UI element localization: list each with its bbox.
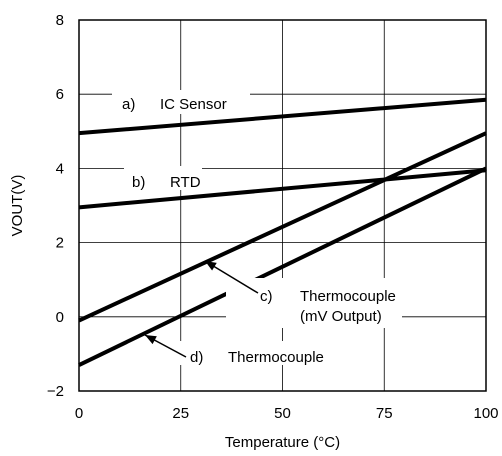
x-tick-label: 25 — [172, 405, 189, 422]
annotation-text: (mV Output) — [300, 308, 382, 325]
y-axis-label: VOUT(V) — [9, 175, 26, 237]
annotation-text: Thermocouple — [228, 349, 324, 366]
x-tick-label: 50 — [274, 405, 291, 422]
series-line — [78, 97, 487, 136]
series-lines — [78, 97, 487, 367]
x-tick-label: 0 — [75, 405, 83, 422]
series-line — [78, 166, 487, 367]
y-tick-label: 4 — [56, 160, 64, 177]
annotation-letter: b) — [132, 174, 145, 191]
annotation-text: RTD — [170, 174, 201, 191]
arrow-head — [205, 261, 217, 271]
y-tick-label: 0 — [56, 309, 64, 326]
annotation-background — [112, 90, 250, 114]
y-tick-label: −2 — [47, 383, 64, 400]
arrow-head — [145, 335, 157, 345]
annotation-letter: c) — [260, 288, 273, 305]
series-line — [78, 131, 487, 323]
annotation-background — [176, 341, 352, 365]
x-tick-label: 75 — [376, 405, 393, 422]
annotation-text: Thermocouple — [300, 288, 396, 305]
annotation-background — [226, 278, 402, 328]
annotation-letter: d) — [190, 349, 203, 366]
annotation-text: IC Sensor — [160, 96, 227, 113]
annotation-background — [124, 166, 202, 190]
y-tick-label: 6 — [56, 86, 64, 103]
x-axis-label: Temperature (°C) — [225, 434, 340, 451]
annotations: a) IC Sensor b) RTD c) Thermocouple (mV Output… — [112, 90, 402, 366]
y-tick-label: 2 — [56, 235, 64, 252]
x-tick-label: 100 — [473, 405, 498, 422]
y-tick-label: 8 — [56, 12, 64, 29]
series-line — [78, 168, 487, 210]
tick-labels: 0 25 50 75 100 −2 0 2 4 6 8 — [47, 12, 499, 422]
annotation-letter: a) — [122, 96, 135, 113]
